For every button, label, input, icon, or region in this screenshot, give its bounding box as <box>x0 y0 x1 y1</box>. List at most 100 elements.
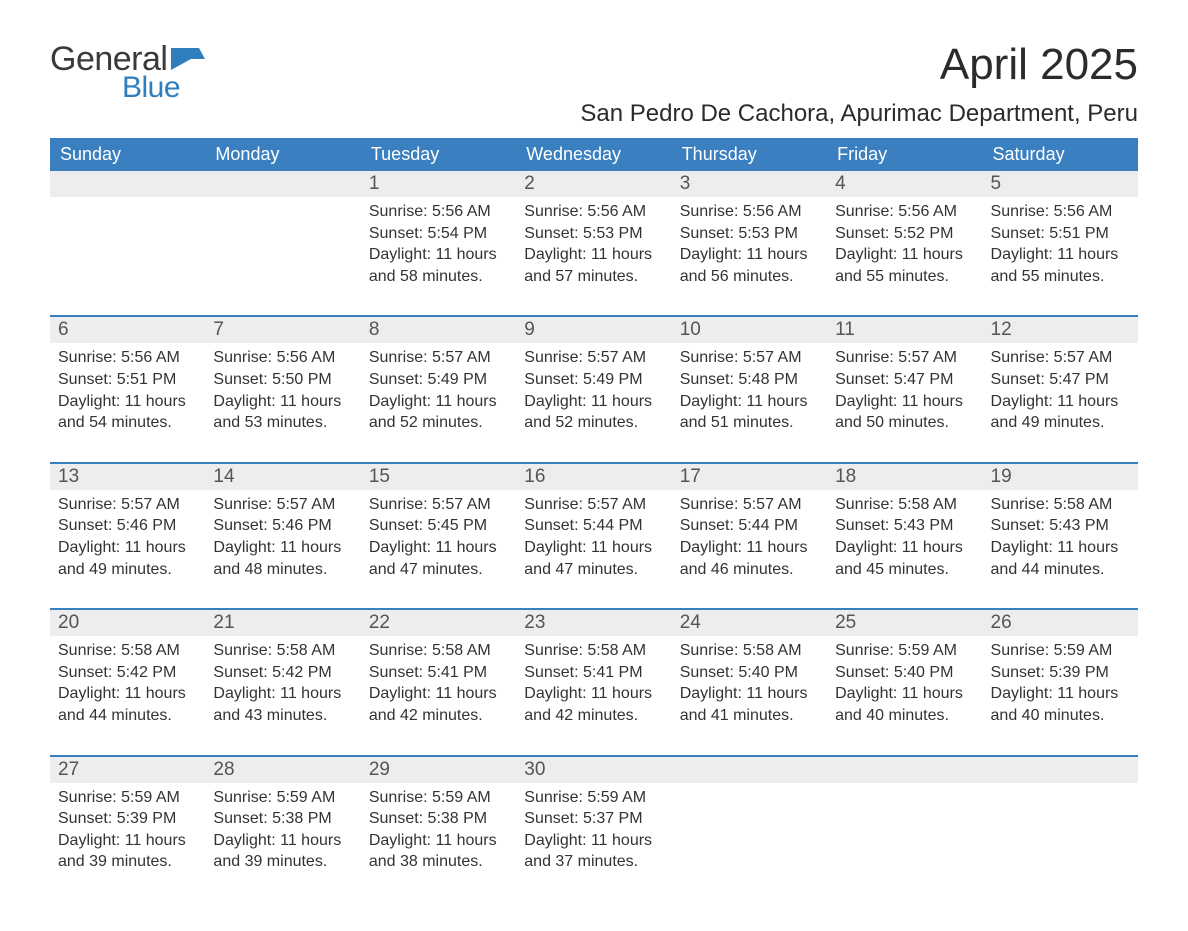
sunrise-line: Sunrise: 5:57 AM <box>369 349 491 366</box>
day-content: Sunrise: 5:56 AMSunset: 5:53 PMDaylight:… <box>672 197 827 315</box>
day-number-cell: 10 <box>672 316 827 343</box>
day-content-cell: Sunrise: 5:57 AMSunset: 5:46 PMDaylight:… <box>205 490 360 609</box>
day-number-cell: 8 <box>361 316 516 343</box>
day-number: 24 <box>672 610 827 636</box>
sunset-line: Sunset: 5:46 PM <box>58 517 176 534</box>
empty-day <box>205 197 360 251</box>
daylight-line: Daylight: 11 hours and 38 minutes. <box>369 832 497 871</box>
daylight-line: Daylight: 11 hours and 39 minutes. <box>213 832 341 871</box>
day-number: 19 <box>983 464 1138 490</box>
daylight-line: Daylight: 11 hours and 51 minutes. <box>680 393 808 432</box>
empty-day <box>827 783 982 837</box>
sunset-line: Sunset: 5:50 PM <box>213 371 331 388</box>
sunrise-line: Sunrise: 5:57 AM <box>524 349 646 366</box>
day-number: 8 <box>361 317 516 343</box>
day-number-cell: 1 <box>361 171 516 197</box>
day-content-cell: Sunrise: 5:59 AMSunset: 5:38 PMDaylight:… <box>361 783 516 901</box>
sunrise-line: Sunrise: 5:58 AM <box>835 496 957 513</box>
day-number-cell <box>50 171 205 197</box>
day-content-cell: Sunrise: 5:56 AMSunset: 5:50 PMDaylight:… <box>205 343 360 462</box>
day-content-cell: Sunrise: 5:57 AMSunset: 5:49 PMDaylight:… <box>361 343 516 462</box>
day-number: 1 <box>361 171 516 197</box>
day-number-cell: 14 <box>205 463 360 490</box>
day-content: Sunrise: 5:57 AMSunset: 5:44 PMDaylight:… <box>672 490 827 608</box>
day-content-cell: Sunrise: 5:57 AMSunset: 5:44 PMDaylight:… <box>516 490 671 609</box>
day-content-cell: Sunrise: 5:59 AMSunset: 5:38 PMDaylight:… <box>205 783 360 901</box>
day-number-cell: 6 <box>50 316 205 343</box>
day-content-cell: Sunrise: 5:56 AMSunset: 5:54 PMDaylight:… <box>361 197 516 316</box>
sunset-line: Sunset: 5:42 PM <box>58 664 176 681</box>
day-number-cell: 29 <box>361 756 516 783</box>
day-number-cell: 16 <box>516 463 671 490</box>
sunrise-line: Sunrise: 5:59 AM <box>369 789 491 806</box>
day-content: Sunrise: 5:59 AMSunset: 5:39 PMDaylight:… <box>983 636 1138 754</box>
day-content: Sunrise: 5:57 AMSunset: 5:45 PMDaylight:… <box>361 490 516 608</box>
day-content: Sunrise: 5:57 AMSunset: 5:44 PMDaylight:… <box>516 490 671 608</box>
day-number: 13 <box>50 464 205 490</box>
day-number: 29 <box>361 757 516 783</box>
sunset-line: Sunset: 5:44 PM <box>680 517 798 534</box>
day-number: 6 <box>50 317 205 343</box>
sunrise-line: Sunrise: 5:56 AM <box>680 203 802 220</box>
day-content-cell: Sunrise: 5:58 AMSunset: 5:41 PMDaylight:… <box>361 636 516 755</box>
day-content-cell: Sunrise: 5:58 AMSunset: 5:43 PMDaylight:… <box>983 490 1138 609</box>
day-number-cell: 23 <box>516 609 671 636</box>
day-number: 4 <box>827 171 982 197</box>
daylight-line: Daylight: 11 hours and 43 minutes. <box>213 685 341 724</box>
day-content-cell: Sunrise: 5:57 AMSunset: 5:49 PMDaylight:… <box>516 343 671 462</box>
sunset-line: Sunset: 5:37 PM <box>524 810 642 827</box>
daylight-line: Daylight: 11 hours and 42 minutes. <box>369 685 497 724</box>
day-header: Tuesday <box>361 138 516 171</box>
daylight-line: Daylight: 11 hours and 40 minutes. <box>991 685 1119 724</box>
sunset-line: Sunset: 5:40 PM <box>835 664 953 681</box>
day-number: 20 <box>50 610 205 636</box>
daylight-line: Daylight: 11 hours and 52 minutes. <box>369 393 497 432</box>
day-header: Wednesday <box>516 138 671 171</box>
day-number: 9 <box>516 317 671 343</box>
sunset-line: Sunset: 5:43 PM <box>991 517 1109 534</box>
day-number: 21 <box>205 610 360 636</box>
sunset-line: Sunset: 5:38 PM <box>213 810 331 827</box>
daylight-line: Daylight: 11 hours and 49 minutes. <box>58 539 186 578</box>
sunset-line: Sunset: 5:42 PM <box>213 664 331 681</box>
day-number: 5 <box>983 171 1138 197</box>
day-number-cell: 28 <box>205 756 360 783</box>
location-subtitle: San Pedro De Cachora, Apurimac Departmen… <box>580 100 1138 128</box>
day-number-cell: 26 <box>983 609 1138 636</box>
day-number-cell: 25 <box>827 609 982 636</box>
sunrise-line: Sunrise: 5:59 AM <box>991 642 1113 659</box>
day-content-cell: Sunrise: 5:58 AM Sunset: 5:42 PM Daylight:… <box>205 636 360 755</box>
sunrise-line: Sunrise: 5:57 AM <box>213 496 335 513</box>
page: General Blue April 2025 San Pedro De Cac… <box>0 0 1188 931</box>
sunrise-line: Sunrise: 5:57 AM <box>524 496 646 513</box>
day-number: 2 <box>516 171 671 197</box>
day-number: 18 <box>827 464 982 490</box>
day-content: Sunrise: 5:56 AMSunset: 5:51 PMDaylight:… <box>983 197 1138 315</box>
sunset-line: Sunset: 5:49 PM <box>524 371 642 388</box>
sunrise-line: Sunrise: 5:59 AM <box>524 789 646 806</box>
day-content: Sunrise: 5:56 AMSunset: 5:50 PMDaylight:… <box>205 343 360 461</box>
day-content-cell: Sunrise: 5:57 AMSunset: 5:44 PMDaylight:… <box>672 490 827 609</box>
logo: General Blue <box>50 40 205 105</box>
day-content-cell: Sunrise: 5:56 AMSunset: 5:52 PMDaylight:… <box>827 197 982 316</box>
day-content: Sunrise: 5:56 AMSunset: 5:53 PMDaylight:… <box>516 197 671 315</box>
day-content-cell: Sunrise: 5:57 AMSunset: 5:47 PMDaylight:… <box>827 343 982 462</box>
day-number-cell: 24 <box>672 609 827 636</box>
day-content-cell: Sunrise: 5:57 AMSunset: 5:46 PMDaylight:… <box>50 490 205 609</box>
day-number-cell <box>672 756 827 783</box>
title-block: April 2025 San Pedro De Cachora, Apurima… <box>580 40 1138 128</box>
day-content: Sunrise: 5:58 AMSunset: 5:41 PMDaylight:… <box>516 636 671 754</box>
day-number: 30 <box>516 757 671 783</box>
day-content: Sunrise: 5:59 AMSunset: 5:40 PMDaylight:… <box>827 636 982 754</box>
sunset-line: Sunset: 5:53 PM <box>524 225 642 242</box>
day-content: Sunrise: 5:59 AMSunset: 5:38 PMDaylight:… <box>205 783 360 901</box>
day-content: Sunrise: 5:57 AMSunset: 5:46 PMDaylight:… <box>50 490 205 608</box>
day-number-cell <box>205 171 360 197</box>
daylight-line: Daylight: 11 hours and 44 minutes. <box>58 685 186 724</box>
day-content-cell: Sunrise: 5:59 AMSunset: 5:37 PMDaylight:… <box>516 783 671 901</box>
sunrise-line: Sunrise: 5:58 AM <box>213 642 335 659</box>
day-number: 26 <box>983 610 1138 636</box>
day-content-cell <box>983 783 1138 901</box>
day-content-cell: Sunrise: 5:59 AMSunset: 5:40 PMDaylight:… <box>827 636 982 755</box>
sunset-line: Sunset: 5:41 PM <box>524 664 642 681</box>
